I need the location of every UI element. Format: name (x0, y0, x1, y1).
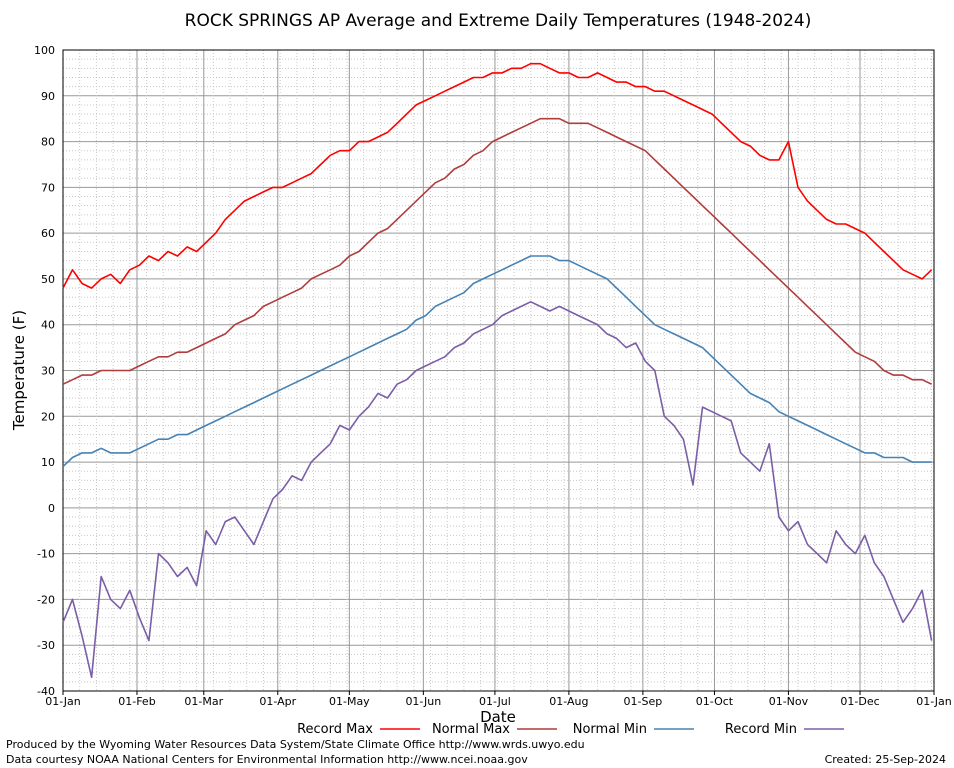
x-tick-label: 01-Sep (624, 695, 663, 708)
series-line-normal-min (62, 255, 932, 468)
y-tick-label: 50 (41, 273, 55, 286)
footer-produced-by: Produced by the Wyoming Water Resources … (6, 738, 585, 751)
legend-label: Normal Min (573, 722, 647, 737)
y-tick-label: 40 (41, 319, 55, 332)
x-tick-label: 01-Jun (405, 695, 441, 708)
y-tick-label: 10 (41, 456, 55, 469)
legend: Record Max Normal Max Normal Min Record Min (297, 722, 844, 737)
x-tick-label: 01-Mar (184, 695, 223, 708)
legend-label: Record Min (725, 722, 797, 737)
legend-label: Normal Max (432, 722, 510, 737)
y-tick-label: -30 (37, 639, 55, 652)
x-tick-label: 01-Apr (259, 695, 296, 708)
y-tick-label: 80 (41, 136, 55, 149)
series-line-normal-max (62, 117, 932, 385)
legend-label: Record Max (297, 722, 373, 737)
x-tick-label: 01-Nov (769, 695, 809, 708)
x-tick-label: 01-Jul (479, 695, 511, 708)
grid (62, 49, 935, 692)
y-tick-label: 70 (41, 181, 55, 194)
y-tick-label: 100 (34, 44, 55, 57)
footer-data-courtesy: Data courtesy NOAA National Centers for … (6, 753, 528, 766)
series-line-record-min (62, 300, 933, 679)
y-tick-label: -40 (37, 685, 55, 698)
y-tick-label: -20 (37, 593, 55, 606)
x-tick-label: 01-May (329, 695, 370, 708)
y-tick-label: 30 (41, 365, 55, 378)
x-tick-label: 01-Jan (916, 695, 952, 708)
footer-created: Created: 25-Sep-2024 (824, 753, 946, 766)
x-tick-label: 01-Jan (45, 695, 81, 708)
y-tick-label: 20 (41, 410, 55, 423)
x-axis-label: Date (480, 708, 516, 726)
chart-title: ROCK SPRINGS AP Average and Extreme Dail… (185, 11, 812, 31)
plot-frame (62, 49, 935, 692)
x-tick-label: 01-Oct (696, 695, 734, 708)
y-axis-label: Temperature (F) (10, 310, 28, 431)
y-tick-label: 90 (41, 90, 55, 103)
y-tick-label: -10 (37, 548, 55, 561)
y-tick-label: 60 (41, 227, 55, 240)
x-tick-label: 01-Feb (118, 695, 155, 708)
x-tick-label: 01-Aug (549, 695, 588, 708)
series-lines (62, 62, 933, 679)
series-line-record-max (62, 62, 933, 289)
y-tick-label: 0 (48, 502, 55, 515)
x-axis-ticks: 01-Jan 01-Feb 01-Mar 01-Apr 01-May 01-Jun 01-J… (45, 691, 952, 708)
x-tick-label: 01-Dec (840, 695, 879, 708)
